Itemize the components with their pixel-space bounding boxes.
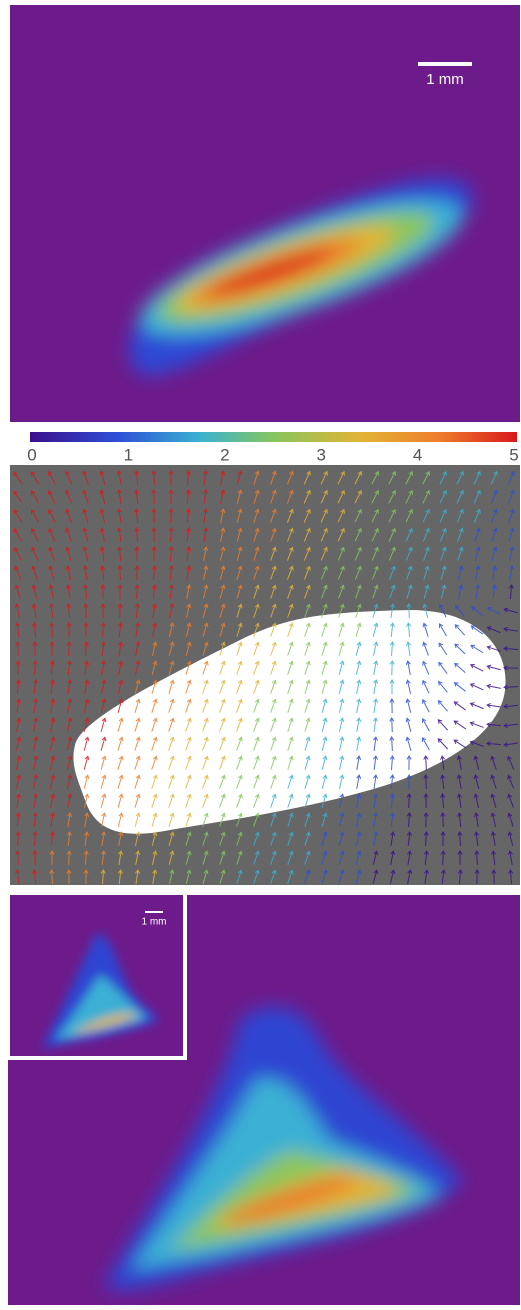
top-heatmap: 1 mm [10, 5, 520, 422]
figure: 1 mm 0 1 2 3 4 5 1 mm [0, 0, 521, 1310]
colorbar [30, 432, 517, 442]
colorbar-tick-label: 1 [124, 445, 133, 464]
scale-label: 1 mm [142, 917, 167, 928]
bottom-heatmap: 1 mm [8, 893, 520, 1305]
colorbar-tick-label: 0 [27, 445, 36, 464]
vector-field [10, 465, 520, 885]
colorbar-tick-label: 2 [220, 445, 229, 464]
scale-label: 1 mm [426, 71, 464, 88]
page: 1 mm 012345 1 mm (() => { cons [0, 0, 521, 1310]
colorbar-tick-label: 3 [316, 445, 325, 464]
colorbar-tick-label: 5 [509, 445, 518, 464]
colorbar-tick-label: 4 [413, 445, 422, 464]
colorbar-ticks: 0 1 2 3 4 5 [27, 445, 518, 464]
inset: 1 mm [8, 893, 185, 1058]
